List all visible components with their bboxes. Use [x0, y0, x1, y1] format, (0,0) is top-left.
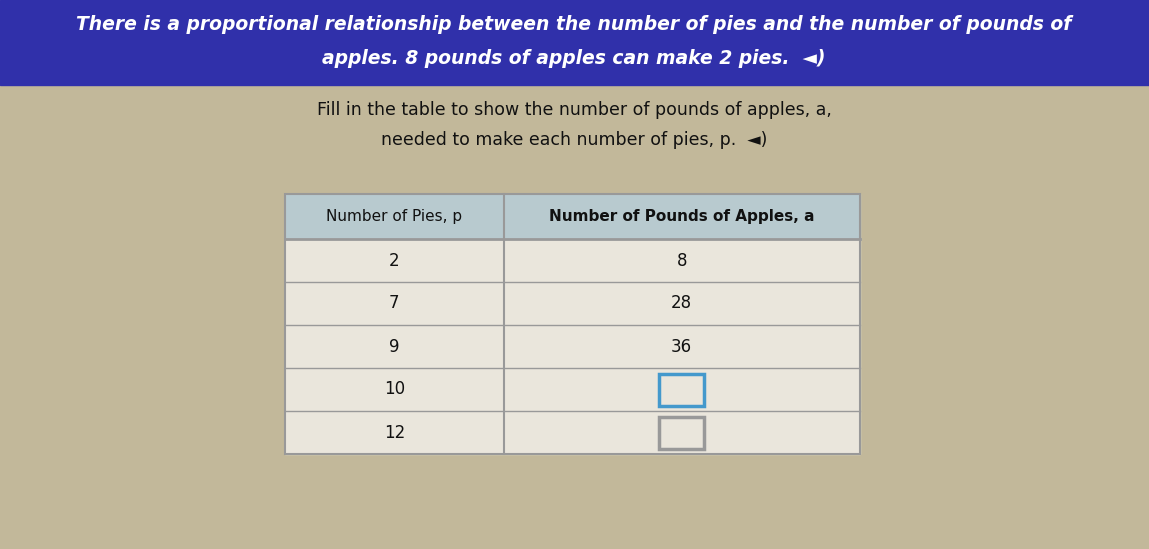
- Text: 28: 28: [671, 294, 693, 312]
- Text: 7: 7: [390, 294, 400, 312]
- Text: 12: 12: [384, 423, 404, 441]
- Bar: [660, 373, 704, 406]
- Text: 36: 36: [671, 338, 693, 356]
- Bar: [285, 239, 859, 454]
- Text: needed to make each number of pies, p.  ◄): needed to make each number of pies, p. ◄…: [380, 131, 768, 149]
- Bar: [660, 417, 704, 449]
- Bar: [285, 194, 859, 239]
- Text: Fill in the table to show the number of pounds of apples, a,: Fill in the table to show the number of …: [317, 101, 832, 119]
- Bar: [285, 194, 859, 454]
- Text: apples. 8 pounds of apples can make 2 pies.  ◄): apples. 8 pounds of apples can make 2 pi…: [322, 48, 826, 68]
- Text: There is a proportional relationship between the number of pies and the number o: There is a proportional relationship bet…: [76, 14, 1072, 33]
- Text: Number of Pounds of Apples, a: Number of Pounds of Apples, a: [549, 209, 815, 224]
- Text: 10: 10: [384, 380, 404, 399]
- Text: 2: 2: [390, 251, 400, 270]
- Text: 8: 8: [677, 251, 687, 270]
- Bar: [0, 0, 1149, 85]
- Text: Number of Pies, p: Number of Pies, p: [326, 209, 462, 224]
- Text: 9: 9: [390, 338, 400, 356]
